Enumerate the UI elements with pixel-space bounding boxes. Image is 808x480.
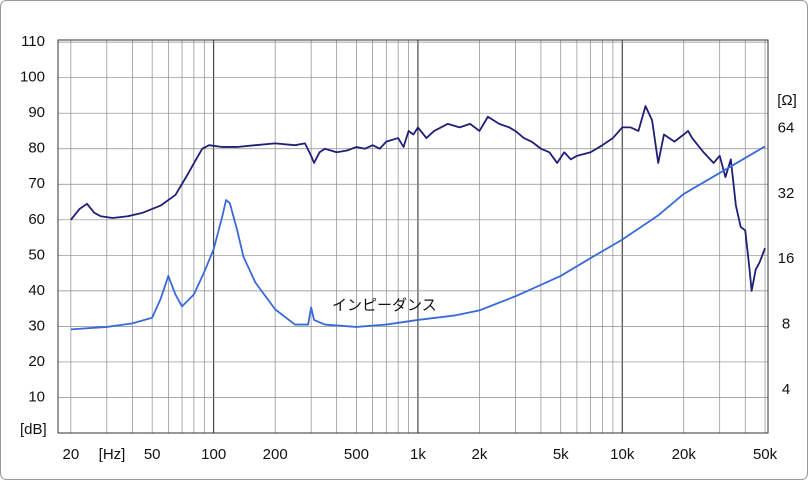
series-line [70,105,766,292]
series-line [70,145,766,331]
y-tick-label: 10 [28,388,45,405]
y-axis-label: [dB] [20,421,47,438]
y2-axis-label: [Ω] [777,92,797,109]
x-tick-label: 20 [63,446,80,463]
x-tick-label: 10k [610,446,635,463]
y2-tick-label: 8 [782,316,790,333]
y-tick-label: 30 [28,317,45,334]
x-tick-label: 100 [201,446,226,463]
y-tick-label: 80 [28,140,45,157]
y-tick-label: 100 [20,69,45,86]
y-tick-label: 60 [28,211,45,228]
x-tick-label: 50 [144,446,161,463]
y2-tick-label: 4 [782,381,790,398]
x-tick-label: 2k [472,446,488,463]
x-tick-label: 500 [344,446,369,463]
y-tick-label: 50 [28,246,45,263]
x-tick-label: 200 [263,446,288,463]
y-tick-label: 90 [28,104,45,121]
series-annotation: インピーダンス [332,297,437,314]
y2-tick-label: 32 [778,185,795,202]
x-tick-label: 5k [553,446,569,463]
x-tick-label: 1k [410,446,426,463]
y-tick-label: 110 [21,33,45,50]
plot-area [57,39,769,434]
x-tick-label: 20k [672,446,697,463]
y2-tick-label: 64 [778,120,795,137]
y-tick-label: 70 [28,175,45,192]
y-tick-label: 40 [28,282,45,299]
x-axis-label: [Hz] [99,446,126,463]
x-tick-label: 50k [753,446,778,463]
y-tick-label: 20 [28,353,45,370]
y2-tick-label: 16 [778,250,795,267]
